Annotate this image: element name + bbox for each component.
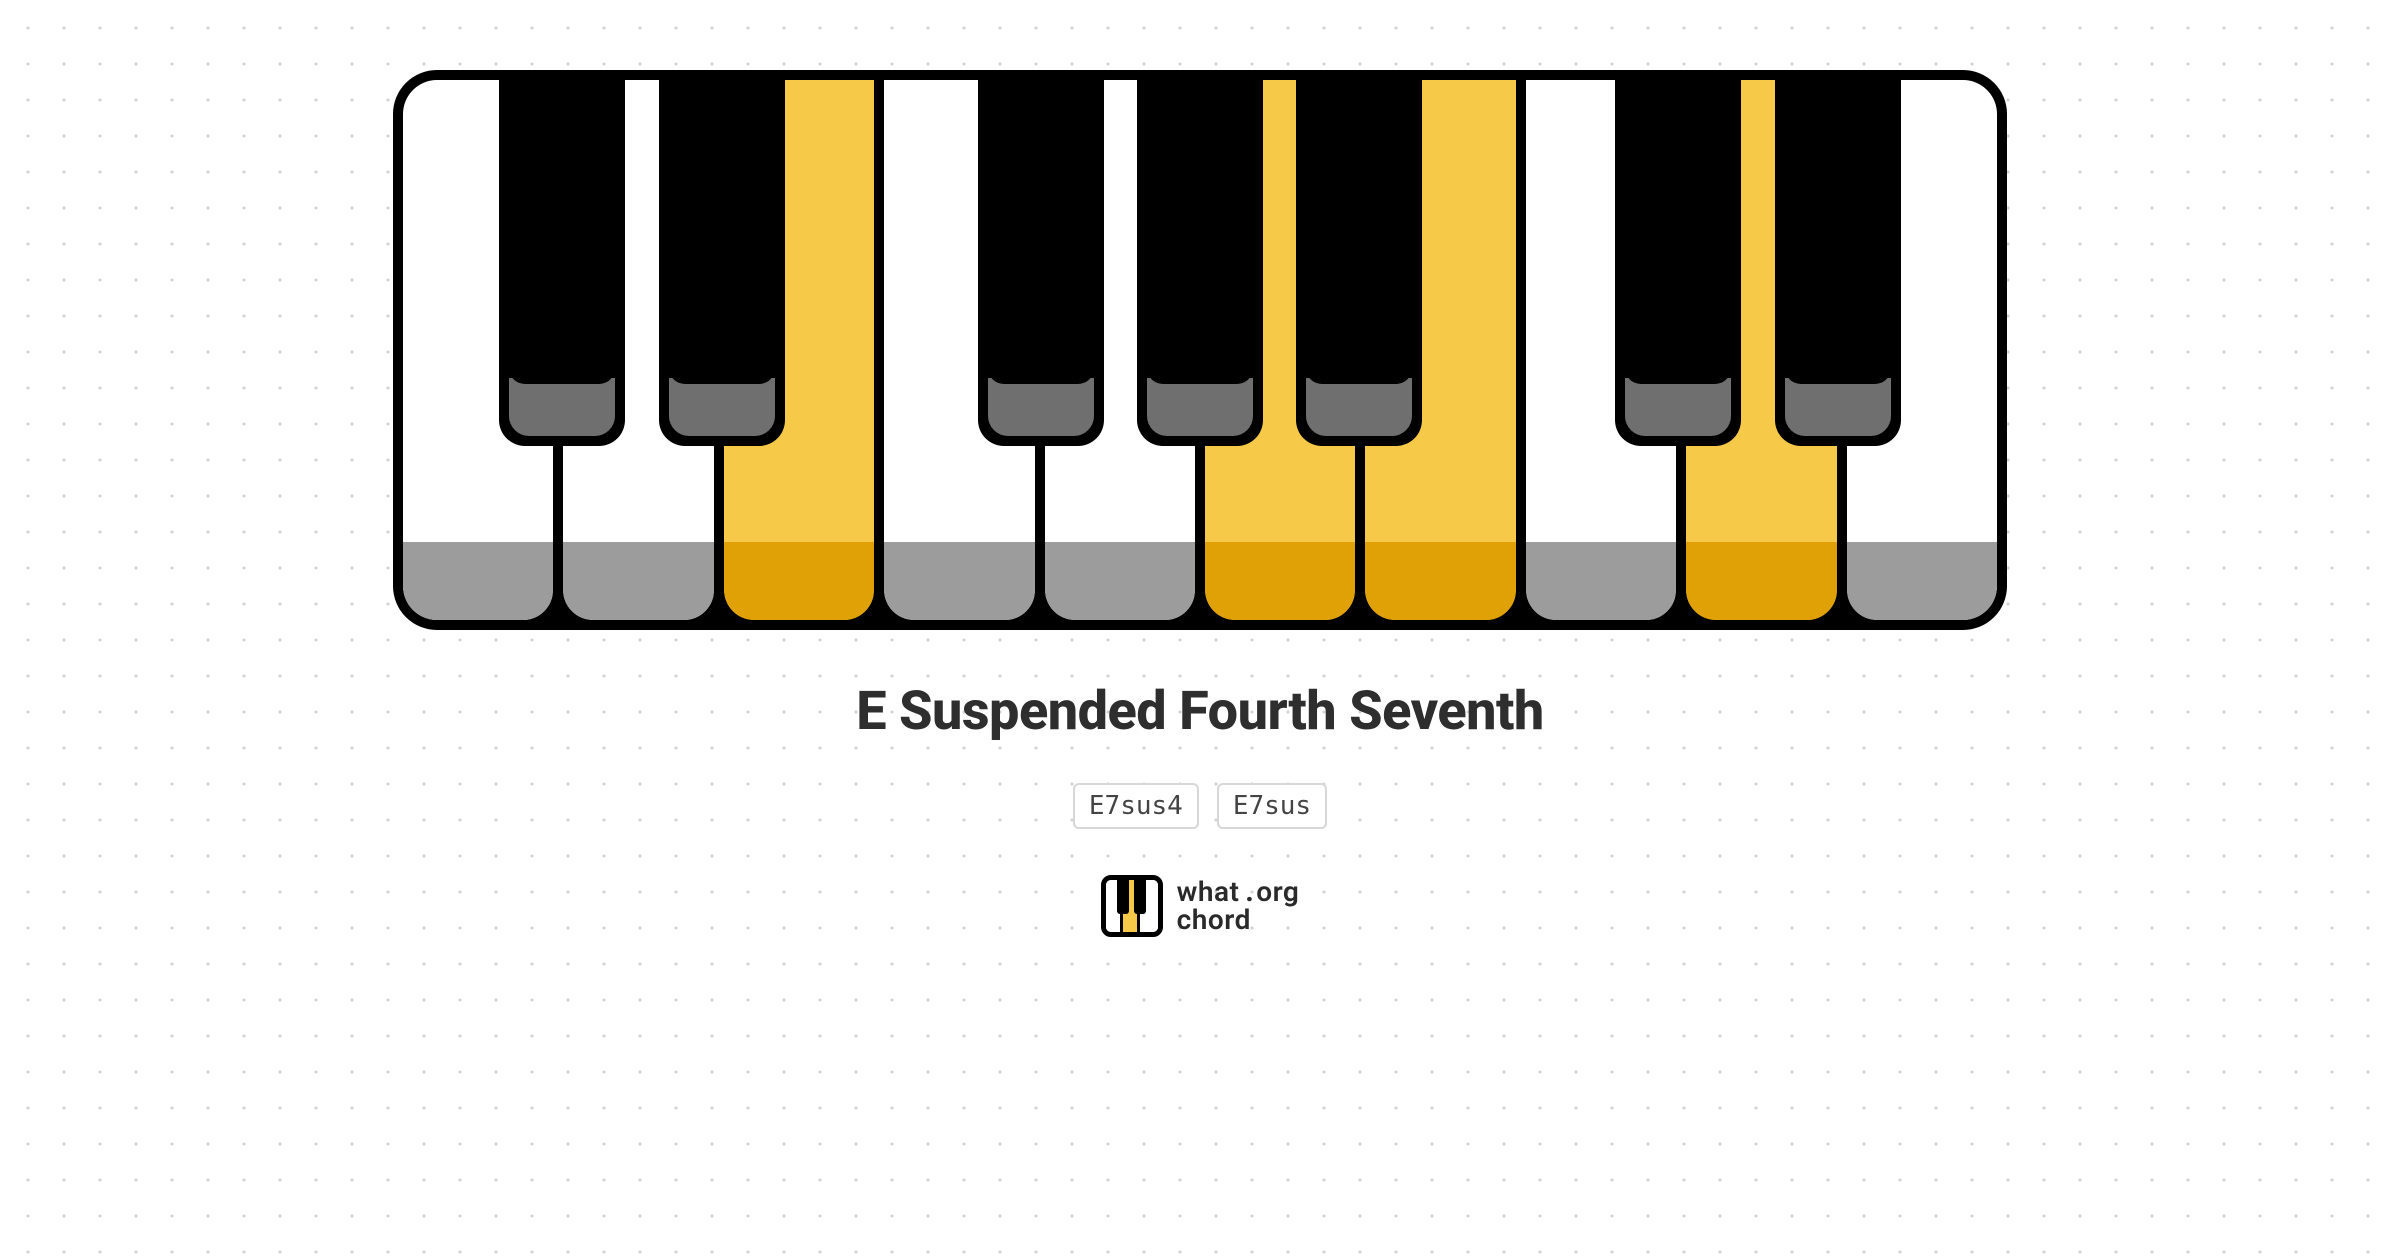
logo-word-chord: chord <box>1177 906 1300 934</box>
black-key <box>1137 76 1263 446</box>
logo-dot: . <box>1245 878 1254 906</box>
chord-symbol-chip: E7sus <box>1217 783 1327 829</box>
black-key <box>499 76 625 446</box>
site-logo: what . org chord <box>1101 875 1300 937</box>
black-key <box>1296 76 1422 446</box>
logo-word-org: org <box>1256 878 1299 906</box>
logo-keyboard-icon <box>1101 875 1163 937</box>
black-key <box>659 76 785 446</box>
logo-word-what: what <box>1177 878 1240 906</box>
chord-symbol-chip: E7sus4 <box>1073 783 1199 829</box>
logo-text: what . org chord <box>1177 878 1300 934</box>
piano-keyboard <box>393 70 2007 630</box>
black-key <box>978 76 1104 446</box>
chord-title: E Suspended Fourth Seventh <box>856 680 1544 743</box>
black-key <box>1615 76 1741 446</box>
black-key <box>1775 76 1901 446</box>
chord-symbol-chips: E7sus4 E7sus <box>1073 783 1327 829</box>
